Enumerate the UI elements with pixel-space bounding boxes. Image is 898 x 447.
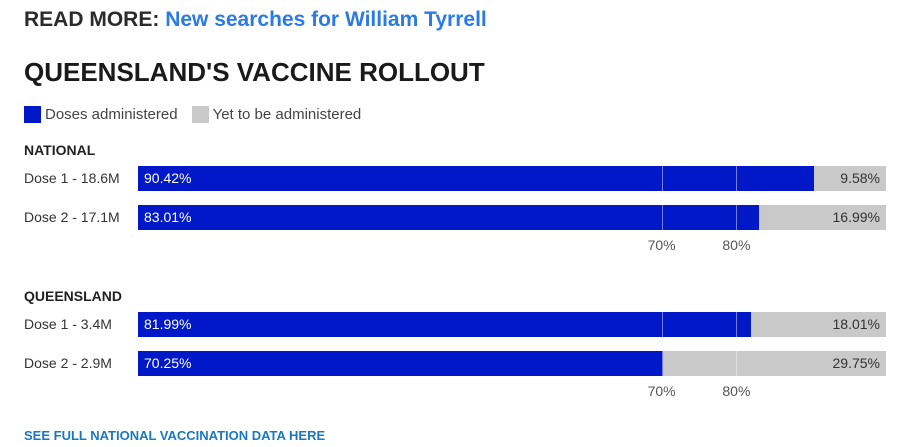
gridline-70 xyxy=(661,166,663,191)
legend-swatch-remaining xyxy=(191,106,209,123)
gridline-80 xyxy=(736,205,738,230)
legend-swatch-administered xyxy=(24,106,41,123)
gridline-70 xyxy=(661,205,663,230)
value-remaining: 29.75% xyxy=(832,355,880,371)
value-administered: 83.01% xyxy=(144,209,192,225)
tick-label-70: 70% xyxy=(647,383,676,399)
row-label-queensland-dose-1: Dose 1 - 3.4M xyxy=(24,316,112,332)
gridline-70 xyxy=(661,351,663,376)
gridline-80 xyxy=(736,166,738,191)
tick-label-70: 70% xyxy=(647,237,676,253)
value-remaining: 16.99% xyxy=(832,209,880,225)
legend-item-remaining: Yet to be administered xyxy=(191,106,362,123)
bar-queensland-dose-1: 81.99% 18.01% xyxy=(138,312,886,337)
bar-national-dose-2: 83.01% 16.99% xyxy=(138,205,886,230)
full-data-link[interactable]: SEE FULL NATIONAL VACCINATION DATA HERE xyxy=(24,428,326,443)
legend-item-administered: Doses administered xyxy=(24,106,178,123)
value-administered: 70.25% xyxy=(144,355,192,371)
bar-fill-administered xyxy=(138,205,759,230)
bar-fill-administered xyxy=(138,166,815,191)
gridline-80 xyxy=(736,351,738,376)
gridline-70 xyxy=(661,312,663,337)
gridline-80 xyxy=(736,312,738,337)
value-administered: 90.42% xyxy=(144,170,192,186)
chart-title: QUEENSLAND'S VACCINE ROLLOUT xyxy=(24,57,485,87)
tick-label-80: 80% xyxy=(722,237,751,253)
section-queensland: QUEENSLAND xyxy=(24,288,123,304)
value-administered: 81.99% xyxy=(144,316,192,332)
section-national: NATIONAL xyxy=(24,142,96,158)
tick-label-80: 80% xyxy=(722,383,751,399)
legend-label-remaining: Yet to be administered xyxy=(212,106,362,123)
read-more-label: READ MORE: xyxy=(24,8,160,31)
row-label-queensland-dose-2: Dose 2 - 2.9M xyxy=(24,355,112,371)
bar-fill-administered xyxy=(138,351,664,376)
value-remaining: 9.58% xyxy=(840,170,880,186)
row-label-national-dose-1: Dose 1 - 18.6M xyxy=(24,170,120,186)
legend: Doses administered Yet to be administere… xyxy=(24,106,375,123)
read-more: READ MORE: New searches for William Tyrr… xyxy=(24,8,487,32)
legend-label-administered: Doses administered xyxy=(45,106,178,123)
bar-queensland-dose-2: 70.25% 29.75% xyxy=(138,351,886,376)
bar-fill-administered xyxy=(138,312,752,337)
row-label-national-dose-2: Dose 2 - 17.1M xyxy=(24,209,120,225)
bar-national-dose-1: 90.42% 9.58% xyxy=(138,166,886,191)
value-remaining: 18.01% xyxy=(832,316,880,332)
read-more-link[interactable]: New searches for William Tyrrell xyxy=(165,8,487,31)
